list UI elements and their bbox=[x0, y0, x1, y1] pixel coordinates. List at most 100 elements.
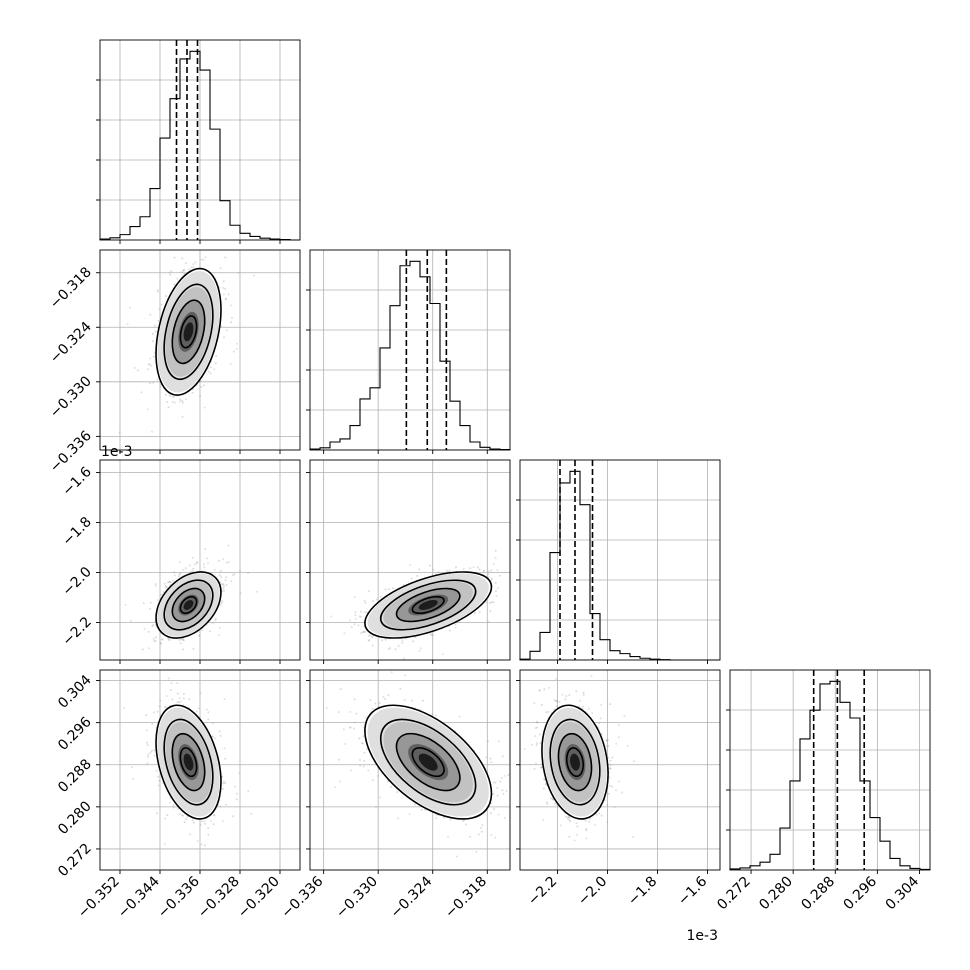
sample-point bbox=[148, 363, 151, 366]
histogram-panel-0 bbox=[96, 39, 301, 244]
sample-point bbox=[168, 639, 171, 642]
sample-point bbox=[173, 283, 176, 286]
sample-point bbox=[472, 566, 475, 568]
density-cell bbox=[418, 600, 438, 610]
sample-point bbox=[416, 575, 419, 577]
sample-point bbox=[219, 267, 222, 270]
scatter-panel-1-0: −0.336−0.330−0.324−0.318 bbox=[47, 231, 301, 476]
sample-point bbox=[180, 237, 182, 239]
sample-point bbox=[172, 396, 175, 399]
sample-point bbox=[367, 639, 370, 642]
sample-point bbox=[357, 624, 360, 627]
sample-point bbox=[397, 645, 400, 647]
sample-point bbox=[212, 823, 215, 826]
sample-point bbox=[222, 280, 225, 283]
sample-point bbox=[353, 596, 356, 598]
sample-point bbox=[202, 563, 205, 566]
sample-point bbox=[219, 581, 222, 584]
sample-point bbox=[371, 600, 374, 603]
sample-point bbox=[214, 362, 217, 365]
sample-point bbox=[191, 556, 194, 559]
sample-point bbox=[364, 601, 367, 604]
sample-point bbox=[363, 599, 366, 602]
sample-point bbox=[188, 564, 191, 567]
sample-point bbox=[225, 583, 228, 586]
sample-point bbox=[165, 587, 168, 590]
sample-point bbox=[213, 568, 216, 571]
sample-point bbox=[160, 593, 163, 596]
scatter-panel-2-0: −2.2−2.0−1.8−1.6 bbox=[59, 459, 301, 664]
sample-point bbox=[181, 399, 184, 402]
sample-point bbox=[478, 611, 481, 614]
sample-point bbox=[355, 618, 357, 620]
sample-point bbox=[147, 630, 150, 633]
sample-point bbox=[182, 401, 184, 404]
sample-point bbox=[118, 431, 121, 434]
sample-point bbox=[215, 355, 218, 357]
sample-point bbox=[162, 591, 165, 593]
sample-point bbox=[193, 563, 196, 566]
sample-point bbox=[183, 268, 186, 271]
sample-point bbox=[235, 798, 238, 801]
sample-point bbox=[494, 557, 497, 560]
sample-point bbox=[232, 350, 235, 353]
sample-point bbox=[136, 369, 139, 372]
sample-point bbox=[173, 574, 176, 577]
sample-point bbox=[214, 617, 217, 620]
sample-point bbox=[153, 754, 156, 757]
sample-point bbox=[191, 231, 193, 233]
contour-line bbox=[411, 595, 445, 615]
sample-point bbox=[230, 321, 233, 324]
sample-point bbox=[154, 584, 157, 587]
sample-point bbox=[410, 577, 413, 580]
sample-point bbox=[159, 699, 162, 702]
sample-point bbox=[368, 639, 371, 642]
contour-line bbox=[163, 579, 214, 631]
sample-point bbox=[218, 574, 221, 577]
sample-point bbox=[194, 261, 197, 264]
sample-point bbox=[192, 266, 195, 269]
sample-point bbox=[179, 642, 182, 645]
sample-point bbox=[192, 263, 195, 266]
sample-point bbox=[126, 323, 129, 325]
sample-point bbox=[349, 619, 351, 622]
sample-point bbox=[178, 561, 181, 564]
sample-point bbox=[214, 619, 217, 622]
sample-point bbox=[170, 270, 173, 273]
sample-point bbox=[157, 290, 159, 293]
sample-point bbox=[158, 307, 161, 310]
histogram-step bbox=[99, 50, 300, 241]
sample-point bbox=[180, 271, 183, 273]
sample-point bbox=[178, 639, 181, 641]
panel-frame bbox=[519, 459, 721, 661]
sample-point bbox=[497, 587, 499, 590]
sample-point bbox=[239, 592, 242, 595]
sample-point bbox=[148, 363, 151, 366]
sample-point bbox=[222, 336, 225, 339]
sample-point bbox=[224, 287, 227, 290]
sample-point bbox=[149, 357, 152, 360]
sample-point bbox=[401, 639, 404, 642]
sample-point bbox=[204, 256, 207, 259]
sample-point bbox=[133, 366, 136, 369]
contour-line bbox=[155, 267, 222, 396]
sample-point bbox=[379, 595, 382, 598]
sample-point bbox=[190, 266, 193, 269]
sample-point bbox=[494, 549, 497, 552]
sample-point bbox=[182, 269, 185, 272]
sample-point bbox=[203, 406, 206, 409]
sample-point bbox=[381, 639, 384, 642]
sample-point bbox=[538, 606, 540, 608]
x-tick-label: 0.304 bbox=[883, 873, 923, 913]
sample-point bbox=[142, 602, 145, 605]
sample-point bbox=[167, 406, 170, 409]
sample-point bbox=[168, 271, 171, 274]
sample-point bbox=[224, 297, 227, 300]
sample-point bbox=[213, 368, 216, 371]
sample-point bbox=[223, 589, 225, 592]
sample-point bbox=[388, 648, 390, 650]
y-tick-label: −2.2 bbox=[59, 614, 94, 649]
contour-line bbox=[179, 595, 198, 615]
sample-point bbox=[173, 256, 176, 259]
